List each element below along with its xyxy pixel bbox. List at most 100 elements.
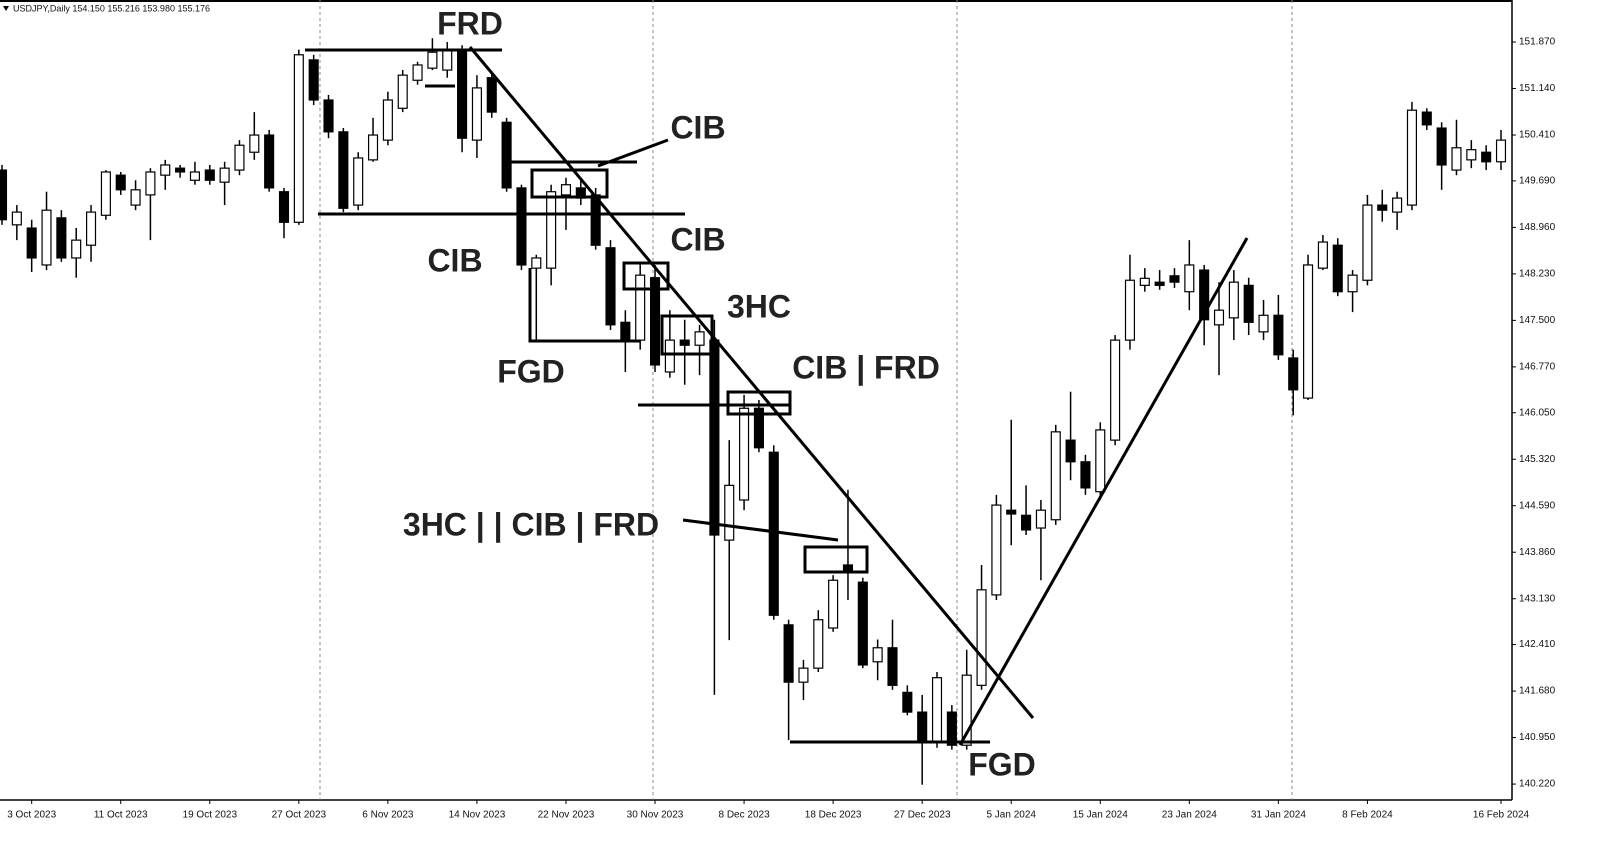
y-tick-label: 140.950	[1519, 732, 1556, 743]
candle-body-up	[234, 144, 245, 171]
candle-body-down	[605, 247, 616, 326]
candle-body-down	[115, 174, 126, 191]
candle-body-down	[768, 451, 779, 616]
candle-body-up	[367, 134, 379, 161]
candle-body-down	[204, 169, 215, 181]
annotations: USDJPY,Daily 154.150 155.216 153.980 155…	[3, 3, 1036, 782]
candle-body-down	[0, 169, 8, 221]
candle-body-up	[798, 667, 809, 683]
candle-body-up	[145, 171, 156, 196]
candle-body-down	[1199, 269, 1210, 321]
candle-body-down	[457, 49, 468, 139]
x-tick-label: 6 Nov 2023	[362, 810, 414, 821]
candle-body-down	[679, 339, 690, 346]
candle-body-down	[1288, 357, 1299, 391]
candle-body-up	[1228, 281, 1239, 319]
y-tick-label: 141.680	[1519, 686, 1556, 697]
annotation: FGD	[497, 353, 565, 389]
x-tick-label: 18 Dec 2023	[805, 810, 862, 821]
candle-body-down	[1436, 127, 1447, 166]
candle-body-down	[1421, 111, 1432, 126]
header-icon	[3, 6, 9, 11]
y-tick-label: 145.320	[1519, 454, 1556, 465]
candle-body-down	[649, 277, 661, 366]
candle-body-up	[85, 211, 97, 246]
candle-body-down	[1481, 151, 1492, 163]
y-tick-label: 146.050	[1519, 407, 1556, 418]
candle-body-up	[293, 54, 304, 223]
candle-body-up	[931, 677, 943, 743]
candle-body-down	[902, 691, 913, 713]
y-tick-label: 150.410	[1519, 130, 1556, 141]
candle-body-down	[1332, 244, 1343, 293]
annotation: CIB	[670, 109, 725, 145]
candle-body-up	[189, 171, 200, 181]
candle-body-up	[41, 209, 52, 266]
candle-body-up	[1466, 149, 1477, 161]
candle-body-up	[219, 167, 230, 183]
pattern-box	[726, 390, 792, 416]
candle-body-up	[1347, 274, 1358, 293]
x-tick-label: 14 Nov 2023	[449, 810, 506, 821]
frame	[0, 0, 1513, 801]
candle-body-down	[338, 131, 349, 209]
candle-body-up	[991, 504, 1002, 596]
x-tick-label: 27 Oct 2023	[272, 810, 327, 821]
candle-body-up	[1495, 139, 1507, 163]
candle-body-down	[26, 227, 37, 259]
candles	[0, 38, 1507, 785]
candle-body-up	[1035, 509, 1046, 529]
candle-body-up	[531, 257, 542, 269]
candle-body-up	[961, 674, 972, 746]
candle-body-down	[1080, 461, 1091, 489]
candle-body-down	[1021, 514, 1032, 531]
candle-body-up	[130, 189, 141, 206]
candle-body-up	[1392, 197, 1403, 213]
pattern-box	[530, 168, 609, 199]
candle-body-down	[620, 321, 631, 341]
candle-body-up	[100, 171, 111, 216]
x-tick-label: 16 Feb 2024	[1473, 810, 1530, 821]
x-tick-label: 8 Feb 2024	[1342, 810, 1393, 821]
candle-body-up	[471, 87, 482, 141]
pattern-box	[660, 314, 714, 356]
candle-body-up	[249, 134, 260, 153]
x-tick-label: 31 Jan 2024	[1251, 810, 1306, 821]
annotation: CIB | FRD	[792, 349, 940, 385]
candle-body-down	[486, 77, 497, 113]
pattern-box	[803, 545, 869, 574]
candle-body-down	[1243, 284, 1254, 323]
candle-body-down	[308, 59, 319, 101]
candle-body-down	[857, 581, 868, 666]
candle-body-up	[397, 74, 408, 109]
x-tick-label: 11 Oct 2023	[94, 810, 148, 821]
candle-body-up	[1317, 241, 1328, 269]
candle-body-up	[1406, 109, 1418, 206]
candle-body-up	[560, 184, 572, 196]
x-tick-label: 3 Oct 2023	[7, 810, 56, 821]
y-tick-label: 151.140	[1519, 83, 1556, 94]
candle-body-up	[976, 589, 987, 686]
y-tick-label: 142.410	[1519, 639, 1556, 650]
pointer-line	[682, 518, 839, 542]
candle-body-up	[1095, 429, 1106, 493]
candle-body-down	[842, 564, 854, 571]
x-tick-label: 22 Nov 2023	[538, 810, 595, 821]
candle-body-up	[664, 339, 675, 373]
chart-header: USDJPY,Daily 154.150 155.216 153.980 155…	[13, 3, 210, 13]
pointer-line	[597, 138, 669, 168]
pattern-box	[622, 261, 670, 291]
candle-body-down	[175, 167, 186, 173]
candle-body-up	[1258, 314, 1269, 333]
annotation: CIB	[670, 221, 725, 257]
y-tick-label: 144.590	[1519, 500, 1556, 511]
y-tick-label: 140.220	[1519, 779, 1556, 790]
candle-body-down	[516, 187, 527, 266]
candle-body-down	[709, 339, 720, 536]
candle-body-up	[382, 99, 393, 141]
annotation: 3HC	[727, 288, 791, 324]
candle-body-up	[1124, 279, 1136, 341]
drawings	[305, 46, 1249, 746]
x-tick-label: 30 Nov 2023	[627, 810, 684, 821]
candle-body-down	[56, 217, 67, 259]
